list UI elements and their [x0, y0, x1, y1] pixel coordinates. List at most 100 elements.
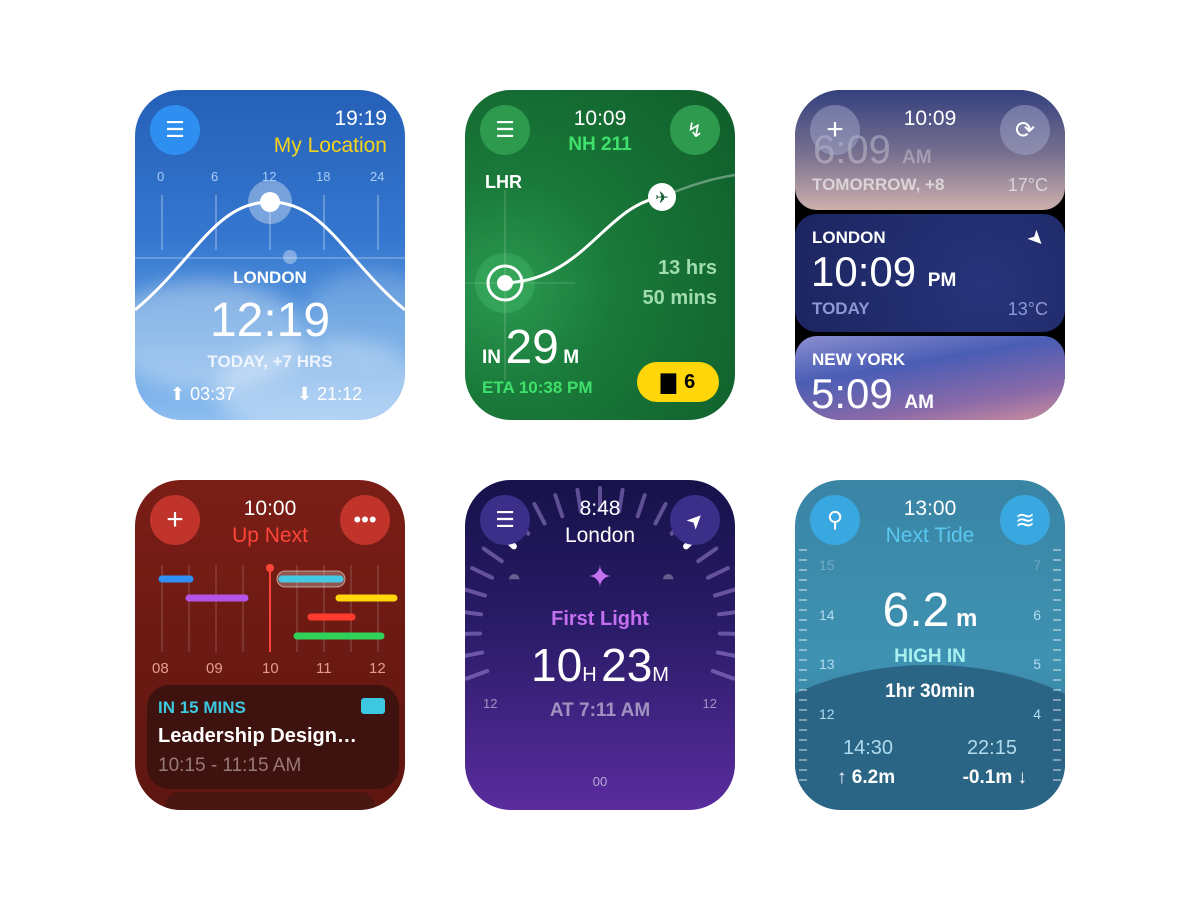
dial-tick [470, 566, 494, 580]
list-icon: ☰ [165, 117, 185, 142]
list-button[interactable]: ☰ [480, 495, 530, 545]
sun-watch-screen: ☰ 19:19 My Location 0 6 12 18 24 LONDON … [135, 90, 405, 420]
scale-label: 5 [1033, 656, 1041, 672]
day-offset: TOMORROW, +8 [812, 175, 945, 194]
dial-tick [696, 546, 719, 564]
list-icon: ☰ [495, 507, 515, 532]
event-time: AT 7:11 AM [549, 700, 651, 721]
sun-path-chart [135, 180, 405, 312]
dial-tick [715, 650, 735, 658]
plus-icon: + [826, 113, 844, 146]
baggage-count: 6 [684, 370, 696, 393]
ellipsis-icon: ••• [353, 507, 377, 532]
suitcase-icon: ▇ [660, 371, 677, 394]
low-tide-time: 22:15 [966, 737, 1017, 759]
route-button[interactable]: ↯ [670, 105, 720, 155]
dial-tick [716, 610, 735, 617]
world-clock-watch-screen: 6:09 AM TOMORROW, +8 17°C LONDON ➤ 10:09… [795, 90, 1065, 420]
location-label: London [564, 524, 636, 547]
list-icon: ☰ [495, 117, 515, 142]
dial-tick [617, 487, 625, 514]
tide-countdown: 1hr 30min [885, 681, 975, 702]
scale-label: 14 [819, 607, 835, 623]
sun-marker [260, 192, 280, 212]
arrival-countdown: IN 29 M [482, 321, 580, 374]
hour-tick: 12 [262, 169, 277, 184]
hour-tick: 6 [211, 169, 219, 184]
remaining-mins: 50 mins [642, 287, 717, 309]
day-label: TODAY [812, 299, 870, 318]
clock-card-new-york[interactable]: NEW YORK 5:09 AM [795, 336, 1065, 420]
plus-icon: + [166, 503, 184, 536]
temperature: 17°C [1007, 175, 1048, 195]
hour-label: 12 [369, 660, 386, 677]
sync-button[interactable]: ⟳ [1000, 105, 1050, 155]
list-button[interactable]: ☰ [480, 105, 530, 155]
sunset-icon: ⬇ [297, 384, 313, 404]
route-icon: ↯ [686, 119, 704, 142]
current-time: 13:00 [903, 497, 957, 520]
hour-label: 10 [262, 660, 279, 677]
dial-label: 12 [702, 696, 717, 711]
dial-tick [465, 631, 483, 636]
dial-tick [532, 502, 547, 526]
current-time: 10:09 [903, 107, 957, 130]
clock-card-tomorrow[interactable]: 6:09 AM TOMORROW, +8 17°C [795, 90, 1065, 210]
dial-tick [465, 610, 484, 617]
tide-height: 6.2 m [882, 584, 978, 637]
current-time: 10:00 [243, 497, 297, 520]
scale-label: 15 [819, 557, 835, 573]
tide-scale [799, 549, 1061, 781]
hour-tick: 0 [157, 169, 165, 184]
current-time: 19:19 [334, 107, 387, 130]
sunset-icon: ◓ [507, 565, 522, 592]
sunset-time: ⬇ 21:12 [297, 384, 363, 404]
tide-watch-screen: ⚲ ≋ 13:00 Next Tide 15 14 13 12 7 6 5 4 … [795, 480, 1065, 810]
sunrise-icon: ⬆ [170, 384, 186, 404]
scale-label: 4 [1033, 706, 1041, 722]
add-city-button[interactable]: + [810, 105, 860, 155]
tide-status: HIGH IN [894, 646, 966, 667]
next-event-card[interactable]: IN 15 MINS Leadership Design… 10:15 - 11… [147, 685, 399, 789]
scale-label: 7 [1033, 557, 1041, 573]
baggage-button[interactable]: ▇ 6 [637, 362, 719, 402]
current-time: 10:09 [573, 107, 627, 130]
event-time: 10:15 - 11:15 AM [158, 755, 302, 776]
remaining-hours: 13 hrs [658, 257, 717, 279]
clock-card-london[interactable]: LONDON ➤ 10:09 PM TODAY 13°C [795, 214, 1065, 332]
add-event-button[interactable]: + [150, 495, 200, 545]
dial-tick [575, 487, 583, 514]
clock-sync-icon: ⟳ [1014, 116, 1036, 144]
dial-tick [710, 669, 735, 681]
svg-text:✈: ✈ [655, 190, 668, 207]
screen-title: Up Next [232, 524, 308, 547]
eta-label: ETA 10:38 PM [482, 378, 593, 397]
location-button[interactable]: ➤ [670, 495, 720, 545]
dial-tick [706, 566, 730, 580]
dial-tick [712, 587, 735, 598]
more-button[interactable]: ••• [340, 495, 390, 545]
scale-label: 6 [1033, 607, 1041, 623]
screen-title: Next Tide [885, 524, 975, 547]
city-name: LONDON [812, 228, 886, 247]
hour-label: 11 [316, 660, 332, 677]
dial-tick [465, 669, 490, 681]
low-tide-height: -0.1m ↓ [962, 767, 1027, 788]
location-button[interactable]: ⚲ [810, 495, 860, 545]
dial-tick [481, 546, 504, 564]
dial-tick [465, 650, 485, 658]
flight-path: ✈ [465, 173, 735, 380]
first-light-watch-screen: ☰ ➤ 8:48 London ◓ ◓ ✦ First Light 10H 23… [465, 480, 735, 810]
high-tide-height: ↑ 6.2m [837, 767, 896, 788]
next-event-card-peek [165, 792, 375, 810]
location-label: My Location [273, 134, 387, 157]
high-tide-time: 14:30 [843, 737, 894, 759]
waves-button[interactable]: ≋ [1000, 495, 1050, 545]
hour-label: 08 [152, 660, 169, 677]
video-camera-icon [361, 698, 385, 714]
timeline [158, 564, 398, 652]
location-arrow-icon: ➤ [1022, 225, 1050, 253]
event-title: Leadership Design… [158, 725, 357, 747]
list-button[interactable]: ☰ [150, 105, 200, 155]
hour-label: 09 [206, 660, 223, 677]
